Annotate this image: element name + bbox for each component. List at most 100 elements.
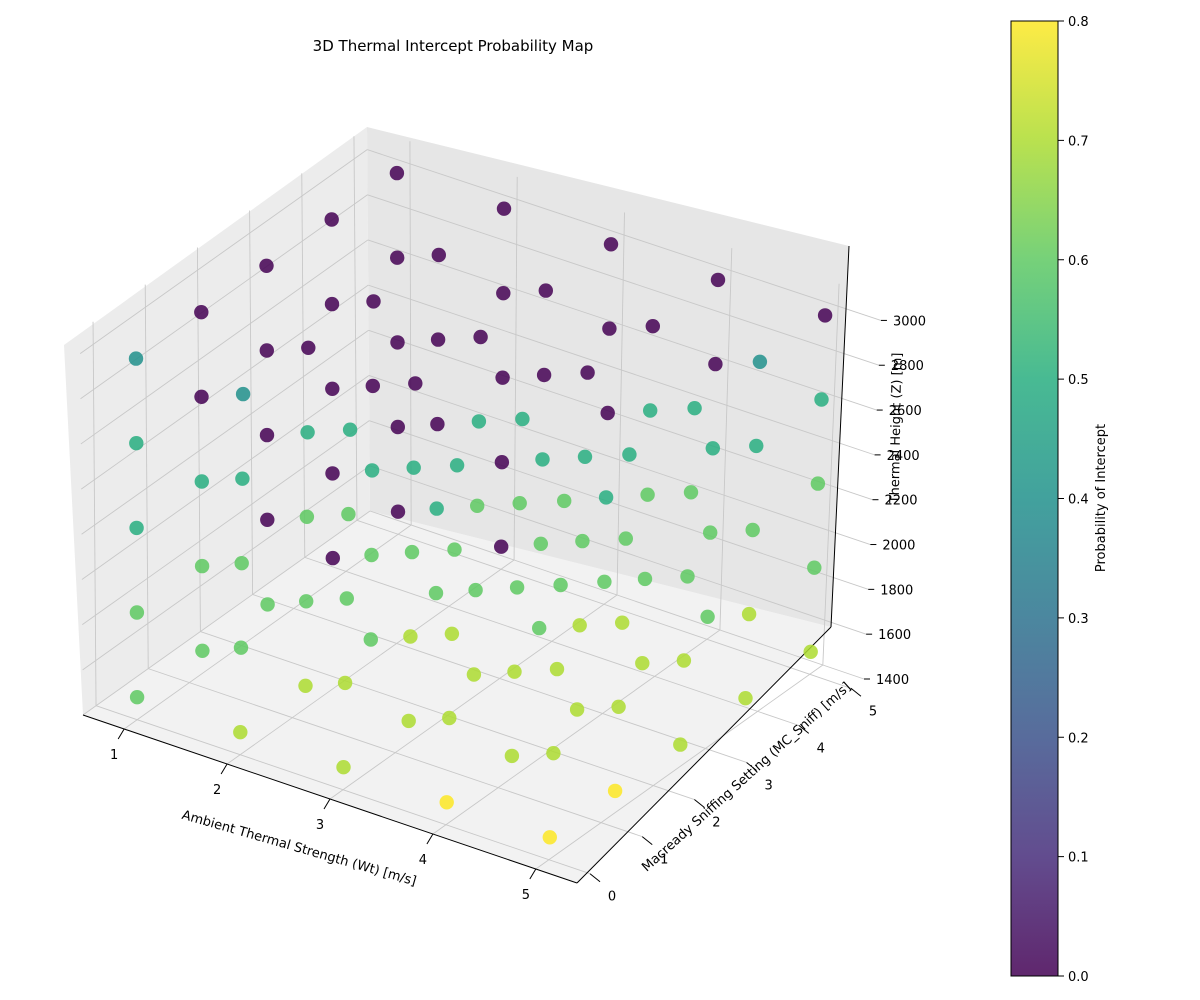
scatter-point: [233, 725, 248, 740]
gridline-y-floor: [304, 556, 799, 726]
scatter-point: [549, 661, 565, 677]
gridline-y-left: [249, 210, 254, 595]
scatter-point: [234, 556, 249, 571]
scatter-point: [390, 335, 405, 350]
scatter-point: [745, 522, 760, 538]
gridline-y-floor: [148, 668, 643, 838]
z-axis-label: Thermal Height (Z) [m]: [888, 352, 906, 504]
scatter-point: [676, 653, 692, 668]
scatter-point: [504, 748, 520, 764]
scatter-point: [803, 644, 818, 659]
scatter-point: [703, 525, 718, 540]
gridline-z-left: [80, 239, 369, 445]
scatter-point: [233, 640, 249, 655]
scatter-point: [622, 447, 637, 462]
gridline-z-back: [368, 375, 871, 545]
x-tick-label: 5: [522, 888, 530, 903]
scatter-point: [708, 356, 723, 372]
gridline-z-back: [368, 284, 875, 456]
scatter-point: [364, 463, 380, 478]
axis-panes: [64, 127, 849, 883]
scatter-point: [557, 493, 572, 509]
scatter-point: [194, 474, 209, 489]
gridline-z-back: [369, 510, 865, 680]
scatter-point: [600, 405, 615, 421]
scatter-point: [471, 414, 487, 429]
gridline-y-left: [301, 173, 306, 558]
scatter-point: [637, 571, 653, 587]
scatter-point: [129, 605, 145, 620]
scatter-point: [814, 392, 829, 407]
scatter-point: [259, 258, 274, 273]
z-tick-label: 1600: [878, 628, 911, 643]
colorbar-ticks: 0.0 0.1 0.2 0.3 0.4 0.5 0.6 0.7 0.8: [1058, 15, 1089, 985]
scatter-point: [572, 618, 587, 633]
x-tick: [323, 798, 331, 810]
scatter-point: [553, 577, 568, 593]
scatter-point: [496, 201, 512, 216]
colorbar-tick-label: 0.6: [1068, 254, 1089, 269]
scatter-point: [687, 401, 702, 416]
scatter-point: [298, 678, 313, 693]
tick-marks: 1 2 3 4 5 0 1 2 3 4 5 1400 1600 1800 2000 2200 2400 2600 2…: [110, 314, 926, 904]
gridline-z-back: [368, 329, 873, 501]
z-tick-label: 1800: [880, 583, 913, 598]
scatter-point: [235, 386, 251, 402]
scatter-point: [710, 272, 726, 288]
gridline-y-floor: [356, 519, 852, 689]
gridline-z-left: [81, 329, 369, 535]
colorbar-gradient: [1010, 20, 1059, 977]
scatter-point: [429, 501, 444, 516]
scatter-point: [643, 403, 658, 418]
y-tick-label: 3: [764, 778, 772, 793]
scatter-point: [512, 496, 527, 511]
scatter-point: [546, 746, 561, 761]
y-tick: [798, 724, 810, 734]
z-tick-label: 2600: [889, 404, 922, 419]
z-tick-label: 2000: [882, 539, 915, 554]
scatter-point: [535, 452, 550, 467]
scatter-point: [390, 419, 405, 435]
scatter-point: [645, 319, 660, 334]
scatter-point: [569, 702, 585, 717]
x-tick: [220, 763, 228, 775]
scatter-point: [194, 389, 209, 404]
scatter-point: [580, 365, 595, 380]
gridline-x-floor: [226, 559, 515, 765]
scatter-point: [575, 533, 590, 549]
scatter-point: [618, 531, 633, 546]
gridline-y-left: [92, 321, 97, 706]
scatter-point: [635, 656, 650, 671]
gridline-y-floor: [95, 705, 591, 875]
scatter-point: [494, 455, 510, 470]
scatter-point: [439, 795, 454, 810]
scatter-point: [680, 569, 695, 584]
scatter-point: [473, 329, 488, 345]
z-tick-label: 2400: [887, 449, 920, 464]
gridline-x-back: [822, 283, 840, 666]
scatter-point: [342, 422, 358, 437]
scatter-point: [597, 574, 612, 589]
x-tick-label: 4: [419, 853, 427, 868]
gridline-z-left: [79, 149, 368, 354]
y-tick: [746, 762, 757, 771]
scatter-point: [442, 710, 457, 726]
scatter-point: [259, 343, 274, 358]
gridline-z-left: [80, 194, 368, 400]
gridline-y-left: [353, 136, 358, 521]
z-tick-label: 2800: [891, 359, 924, 374]
gridline-x-back: [719, 248, 733, 631]
y-tick-label: 1: [660, 853, 668, 868]
gridline-y-left: [144, 284, 149, 669]
gridline-x-back: [616, 212, 625, 596]
y-tick-label: 5: [869, 704, 877, 719]
scatter-point: [470, 498, 485, 513]
y-tick: [694, 799, 705, 808]
scatter-point: [366, 294, 381, 309]
y-tick-label: 2: [712, 816, 720, 831]
scatter-point: [542, 830, 557, 845]
scatter-points: [128, 165, 833, 845]
scatter-point: [325, 466, 340, 481]
scatter-point: [260, 597, 275, 612]
scatter-point: [705, 441, 720, 456]
